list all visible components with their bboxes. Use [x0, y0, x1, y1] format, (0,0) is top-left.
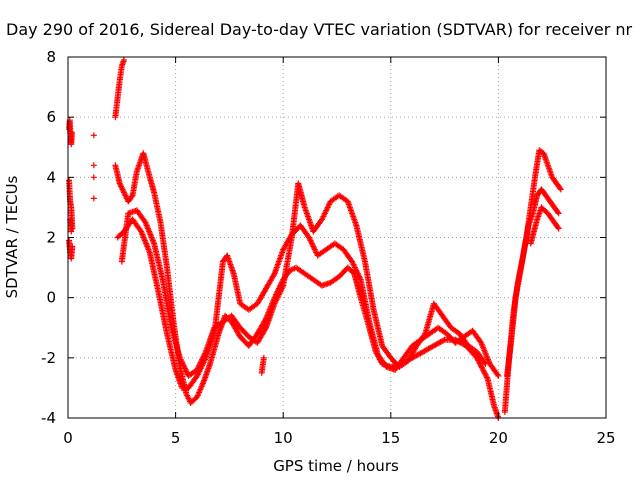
data-point [128, 193, 135, 200]
x-tick-label: 10 [274, 429, 293, 447]
data-point [481, 359, 488, 366]
data-point [90, 174, 97, 181]
data-point [495, 372, 502, 379]
data-point [440, 337, 447, 344]
data-point [555, 225, 562, 232]
x-tick-label: 20 [489, 429, 508, 447]
data-point [68, 129, 75, 136]
chart-title: Day 290 of 2016, Sidereal Day-to-day VTE… [6, 20, 633, 39]
y-tick-label: 0 [46, 289, 56, 307]
y-tick-label: -2 [41, 349, 56, 367]
data-points [66, 57, 564, 421]
data-point [555, 210, 562, 217]
data-point [69, 243, 76, 250]
data-point [556, 185, 563, 192]
x-tick-label: 0 [63, 429, 73, 447]
data-point [554, 224, 561, 231]
x-tick-label: 25 [596, 429, 615, 447]
data-point [554, 209, 561, 216]
data-point [494, 371, 501, 378]
x-axis-label: GPS time / hours [273, 457, 399, 475]
data-point [120, 57, 127, 64]
y-axis-label: SDTVAR / TECUs [3, 175, 21, 298]
x-tick-label: 5 [171, 429, 181, 447]
data-point [260, 354, 267, 361]
data-point [90, 132, 97, 139]
axis-ticks: 0 5 10 15 20 25 -4 -2 0 2 4 6 8 [41, 48, 616, 447]
y-tick-label: 4 [46, 168, 56, 186]
y-tick-label: 8 [46, 48, 56, 66]
data-point [262, 326, 269, 333]
data-point [270, 271, 277, 278]
y-tick-label: -4 [41, 409, 56, 427]
data-point [557, 186, 564, 193]
x-tick-label: 15 [381, 429, 400, 447]
y-tick-label: 2 [46, 229, 56, 247]
data-point [482, 360, 489, 367]
data-point [68, 228, 75, 235]
data-point [90, 195, 97, 202]
data-point [90, 162, 97, 169]
y-tick-label: 6 [46, 108, 56, 126]
